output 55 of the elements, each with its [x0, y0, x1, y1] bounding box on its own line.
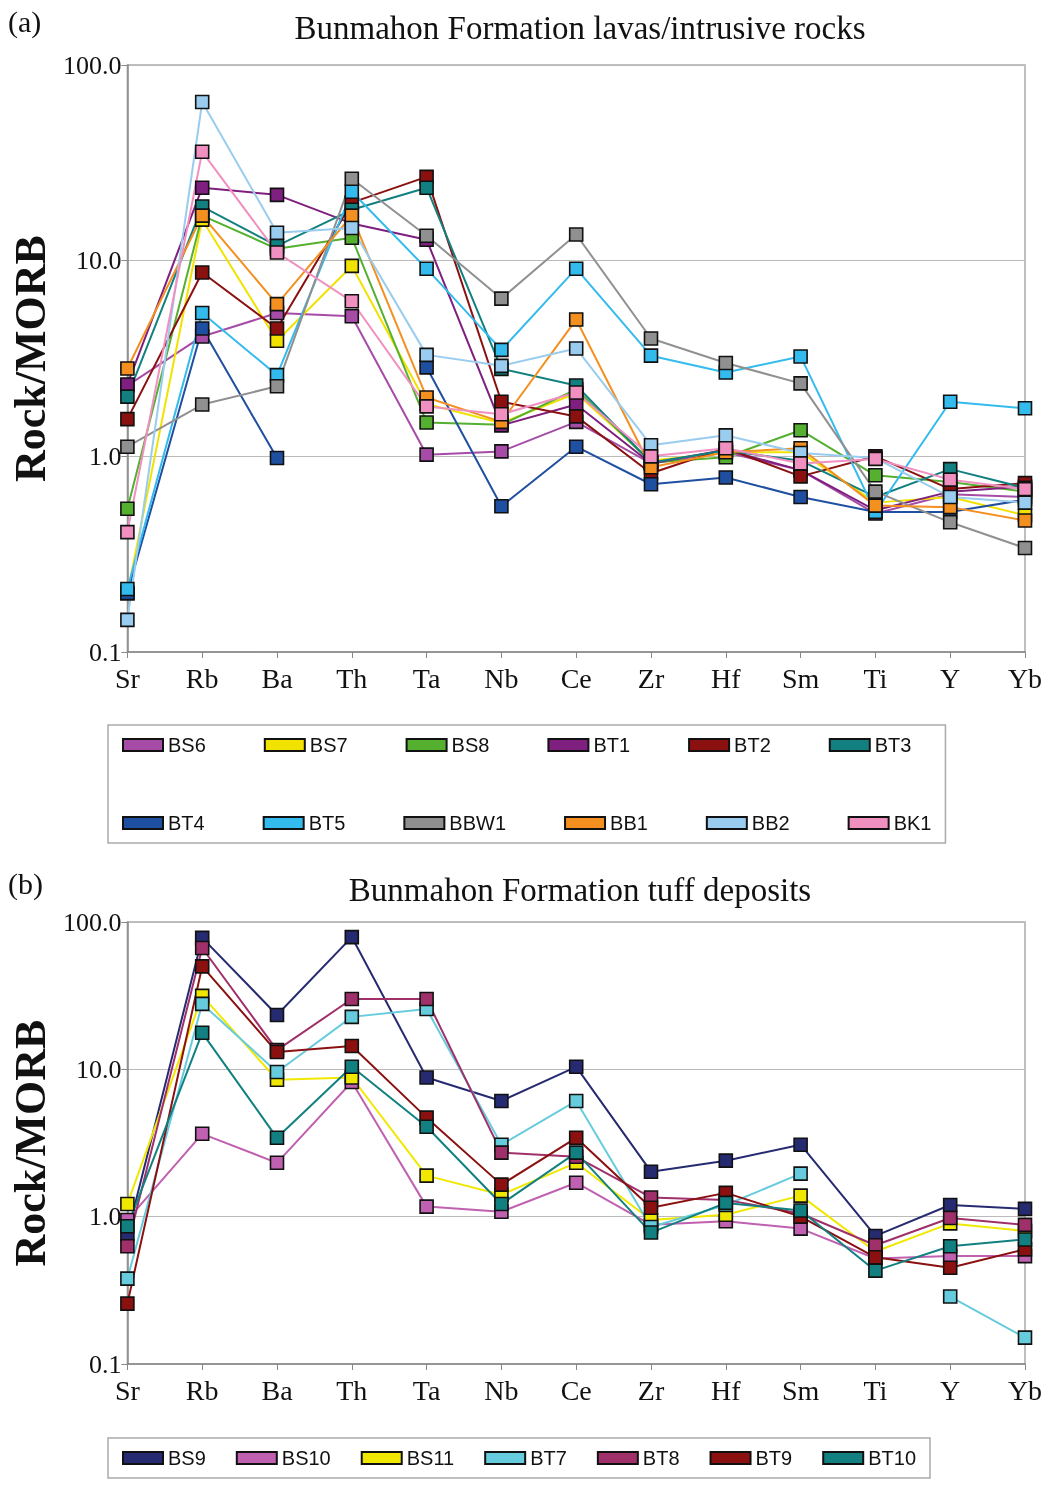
- legend-label: BS9: [168, 1447, 206, 1469]
- legend-label: BT10: [868, 1447, 917, 1469]
- x-tick-label: Th: [336, 1374, 368, 1406]
- x-tick-label: Zr: [637, 1374, 665, 1406]
- y-tick-label: 1.0: [88, 1202, 122, 1232]
- x-tick-label: Nb: [484, 1374, 519, 1406]
- x-tick-label: Ba: [261, 662, 294, 694]
- text: (b): [8, 866, 43, 901]
- y-tick-label: 10.0: [75, 1054, 122, 1084]
- legend-label: BS6: [168, 734, 206, 756]
- legend-label: BB1: [610, 812, 648, 834]
- legend-label: BT4: [168, 812, 205, 834]
- y-axis-title: Rock/MORB: [5, 235, 55, 482]
- legend-label: BT5: [308, 812, 346, 834]
- x-tick-label: Ce: [560, 1374, 592, 1406]
- legend-label: BK1: [893, 812, 932, 834]
- x-tick-label: Ba: [261, 1374, 294, 1406]
- text: (a): [8, 4, 42, 39]
- x-tick-label: Yb: [1007, 1374, 1043, 1406]
- legend-label: BBW1: [449, 812, 507, 834]
- legend-label: BT1: [593, 734, 631, 756]
- x-tick-label: Sm: [781, 1374, 820, 1406]
- legend-label: BS8: [451, 734, 490, 756]
- x-tick-label: Hf: [711, 1374, 742, 1406]
- y-tick-label: 100.0: [62, 907, 122, 937]
- legend-label: BT2: [734, 734, 771, 756]
- x-tick-label: Y: [940, 662, 961, 694]
- x-tick-label: Ta: [412, 1374, 441, 1406]
- y-tick-label: 1.0: [88, 441, 122, 471]
- legend-label: BT8: [642, 1447, 680, 1469]
- x-tick-label: Th: [336, 662, 368, 694]
- legend-label: BB2: [751, 812, 790, 834]
- y-axis-title: Rock/MORB: [5, 1019, 55, 1267]
- x-tick-label: Zr: [637, 662, 665, 694]
- x-tick-label: Ti: [863, 1374, 888, 1406]
- legend-label: BT9: [755, 1447, 793, 1469]
- x-tick-label: Ce: [560, 662, 592, 694]
- legend-label: BS7: [309, 734, 348, 756]
- x-tick-label: Rb: [185, 662, 219, 694]
- x-tick-label: Hf: [711, 662, 742, 694]
- legend-label: BT3: [874, 734, 912, 756]
- chart-title: Bunmahon Formation tuff deposits: [348, 871, 812, 908]
- x-tick-label: Ti: [863, 662, 888, 694]
- y-tick-label: 10.0: [75, 246, 122, 276]
- chart-title: Bunmahon Formation lavas/intrusive rocks: [294, 9, 866, 46]
- legend-label: BT7: [530, 1447, 567, 1469]
- y-tick-label: 100.0: [62, 50, 122, 80]
- x-tick-label: Sm: [781, 662, 820, 694]
- x-tick-label: Ta: [412, 662, 441, 694]
- legend-label: BS10: [281, 1447, 331, 1469]
- x-tick-label: Rb: [185, 1374, 219, 1406]
- x-tick-label: Nb: [484, 662, 519, 694]
- x-tick-label: Yb: [1007, 662, 1043, 694]
- x-tick-label: Y: [940, 1374, 961, 1406]
- legend-label: BS11: [406, 1447, 455, 1469]
